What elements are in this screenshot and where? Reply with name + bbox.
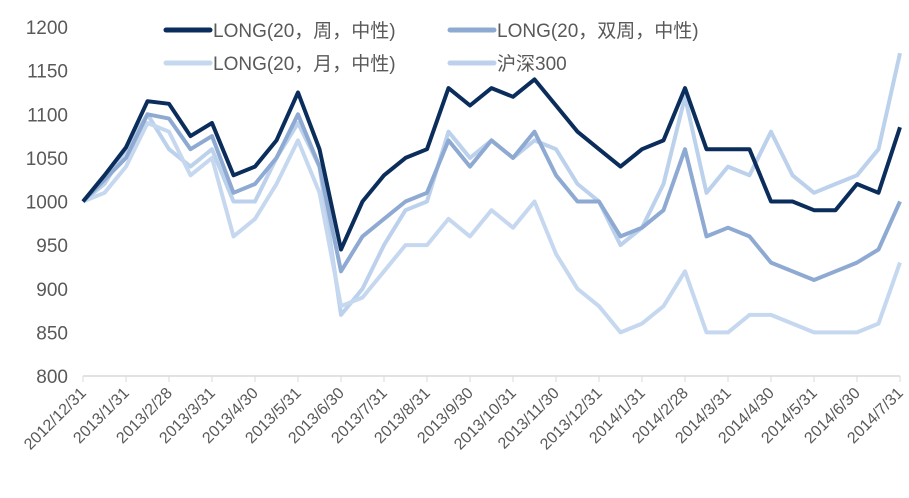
y-tick-label: 1150	[27, 62, 68, 83]
series-line-3	[81, 52, 902, 317]
legend-label: 沪深300	[497, 53, 567, 75]
y-tick-label: 950	[36, 236, 68, 257]
y-tick-label: 1100	[27, 105, 68, 126]
series-line-2	[82, 121, 902, 335]
y-tick-label: 800	[36, 367, 68, 388]
legend-label: LONG(20，周，中性)	[213, 20, 396, 42]
y-tick-label: 1200	[26, 18, 68, 39]
series-line-1	[81, 112, 902, 282]
y-tick-label: 1050	[26, 149, 68, 170]
series-line-0	[81, 77, 902, 252]
y-tick-label: 850	[36, 323, 68, 344]
legend-label: LONG(20，双周，中性)	[497, 20, 699, 42]
y-tick-label: 1000	[26, 193, 68, 214]
legend-label: LONG(20，月，中性)	[213, 53, 396, 75]
y-tick-label: 900	[36, 280, 68, 301]
